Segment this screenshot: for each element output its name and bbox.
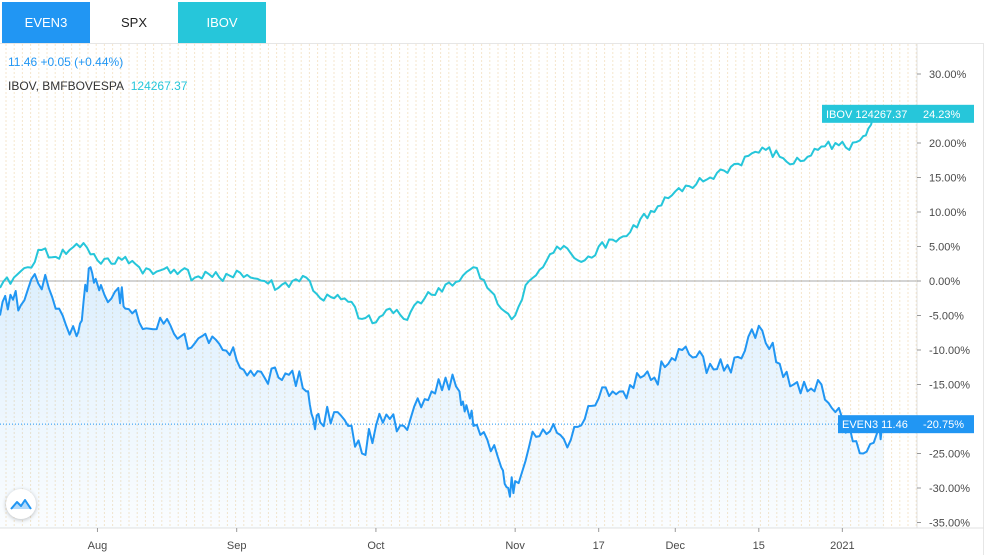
legend-ibov: IBOV, BMFBOVESPA 124267.37 xyxy=(8,79,187,93)
even3-pct-box xyxy=(918,415,974,434)
y-tick-label: -35.00% xyxy=(929,518,970,530)
chart-frame xyxy=(0,43,984,555)
y-tick-label: 15.00% xyxy=(929,173,967,185)
y-tick-label: -15.00% xyxy=(929,380,970,392)
x-tick-label: Aug xyxy=(88,540,108,552)
symbol-tabs: EVEN3 SPX IBOV xyxy=(2,2,266,43)
tradingview-logo-icon[interactable] xyxy=(6,489,36,519)
y-tick-label: -10.00% xyxy=(929,345,970,357)
ibov-label-text: IBOV 124267.37 xyxy=(826,109,907,121)
even3-label-text: EVEN3 11.46 xyxy=(842,419,908,431)
tab-ibov[interactable]: IBOV xyxy=(178,2,266,43)
even3-pct-text: -20.75% xyxy=(923,419,964,431)
ibov-pct-text: 24.23% xyxy=(923,109,961,121)
y-tick-label: 5.00% xyxy=(929,242,960,254)
y-tick-label: 20.00% xyxy=(929,138,967,150)
tab-spx[interactable]: SPX xyxy=(90,2,178,43)
even3-label-box xyxy=(838,415,918,434)
x-tick-label: 2021 xyxy=(830,540,854,552)
x-tick-label: Nov xyxy=(505,540,525,552)
tab-even3[interactable]: EVEN3 xyxy=(2,2,90,43)
x-tick-label: 15 xyxy=(753,540,765,552)
x-tick-label: Sep xyxy=(227,540,247,552)
x-tick-label: 17 xyxy=(593,540,605,552)
y-tick-label: -5.00% xyxy=(929,311,964,323)
y-tick-label: -25.00% xyxy=(929,449,970,461)
legend-ibov-value: 124267.37 xyxy=(130,79,188,93)
y-tick-label: 10.00% xyxy=(929,207,967,219)
ibov-series-line xyxy=(0,113,875,325)
x-tick-label: Oct xyxy=(367,540,384,552)
x-tick-label: Dec xyxy=(665,540,685,552)
ibov-label-box xyxy=(822,104,918,123)
legend-ibov-label: IBOV, BMFBOVESPA xyxy=(8,79,124,93)
y-tick-label: 30.00% xyxy=(929,69,967,81)
ibov-pct-box xyxy=(918,104,974,123)
y-tick-label: 0.00% xyxy=(929,276,960,288)
y-tick-label: -30.00% xyxy=(929,483,970,495)
even3-series-line xyxy=(0,266,885,498)
legend-even3: 11.46 +0.05 (+0.44%) xyxy=(8,55,124,69)
even3-area xyxy=(0,267,885,528)
